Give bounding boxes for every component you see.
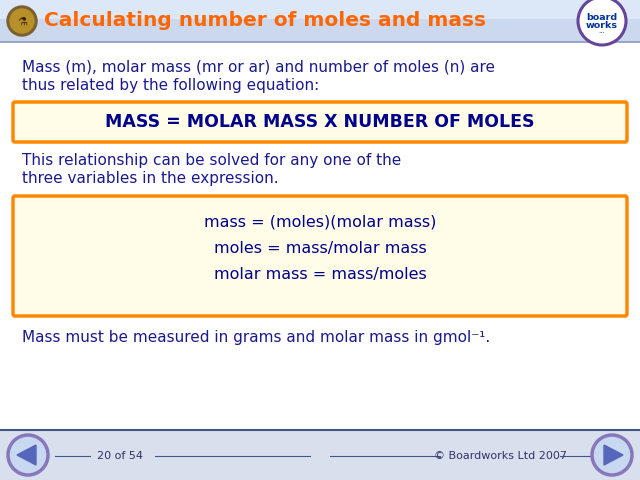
Text: mass = (moles)(molar mass): mass = (moles)(molar mass): [204, 215, 436, 229]
Polygon shape: [604, 445, 623, 465]
Polygon shape: [17, 445, 36, 465]
Text: molar mass = mass/moles: molar mass = mass/moles: [214, 266, 426, 281]
Text: thus related by the following equation:: thus related by the following equation:: [22, 78, 319, 93]
Text: MASS = MOLAR MASS X NUMBER OF MOLES: MASS = MOLAR MASS X NUMBER OF MOLES: [105, 113, 535, 131]
Bar: [0, 430, 640, 480]
Circle shape: [10, 9, 34, 33]
Text: three variables in the expression.: three variables in the expression.: [22, 171, 278, 186]
Circle shape: [9, 436, 47, 474]
Circle shape: [578, 0, 626, 45]
Circle shape: [7, 6, 37, 36]
Text: board: board: [586, 12, 618, 22]
Text: This relationship can be solved for any one of the: This relationship can be solved for any …: [22, 153, 401, 168]
Text: ···: ···: [598, 30, 605, 36]
Text: 20 of 54: 20 of 54: [97, 451, 143, 461]
Text: Calculating number of moles and mass: Calculating number of moles and mass: [44, 12, 486, 31]
Text: Mass (m), molar mass (mr or ar) and number of moles (n) are: Mass (m), molar mass (mr or ar) and numb…: [22, 60, 495, 75]
Circle shape: [593, 436, 631, 474]
Text: moles = mass/molar mass: moles = mass/molar mass: [214, 240, 426, 255]
Text: works: works: [586, 22, 618, 31]
Bar: [0, 0, 640, 19]
Text: © Boardworks Ltd 2007: © Boardworks Ltd 2007: [433, 451, 566, 461]
Text: ⚗: ⚗: [17, 17, 27, 27]
Text: Mass must be measured in grams and molar mass in gmol⁻¹.: Mass must be measured in grams and molar…: [22, 330, 490, 345]
FancyBboxPatch shape: [13, 102, 627, 142]
FancyBboxPatch shape: [13, 196, 627, 316]
Bar: [0, 0, 640, 42]
